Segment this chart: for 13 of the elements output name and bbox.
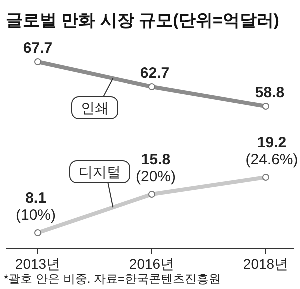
text: *괄호 안은 비중. 자료=한국콘텐츠진흥원	[4, 272, 222, 286]
chart-title: 글로벌 만화 시장 규모(단위=억달러)	[6, 11, 280, 30]
data-label: 19.2 (24.6%)	[246, 134, 298, 168]
x-tick-label: 2016년	[129, 256, 175, 272]
data-label: 58.8	[255, 84, 285, 102]
series-label: 인쇄	[81, 100, 109, 116]
data-label: 67.7	[23, 40, 53, 57]
series-label: 디지털	[79, 164, 121, 180]
data-label: 8.1 (10%)	[16, 190, 56, 224]
x-tick-label: 2018년	[243, 256, 289, 272]
data-label: 15.8 (20%)	[136, 152, 176, 186]
x-tick-label: 2013년	[15, 256, 61, 272]
data-label: 62.7	[140, 65, 170, 82]
